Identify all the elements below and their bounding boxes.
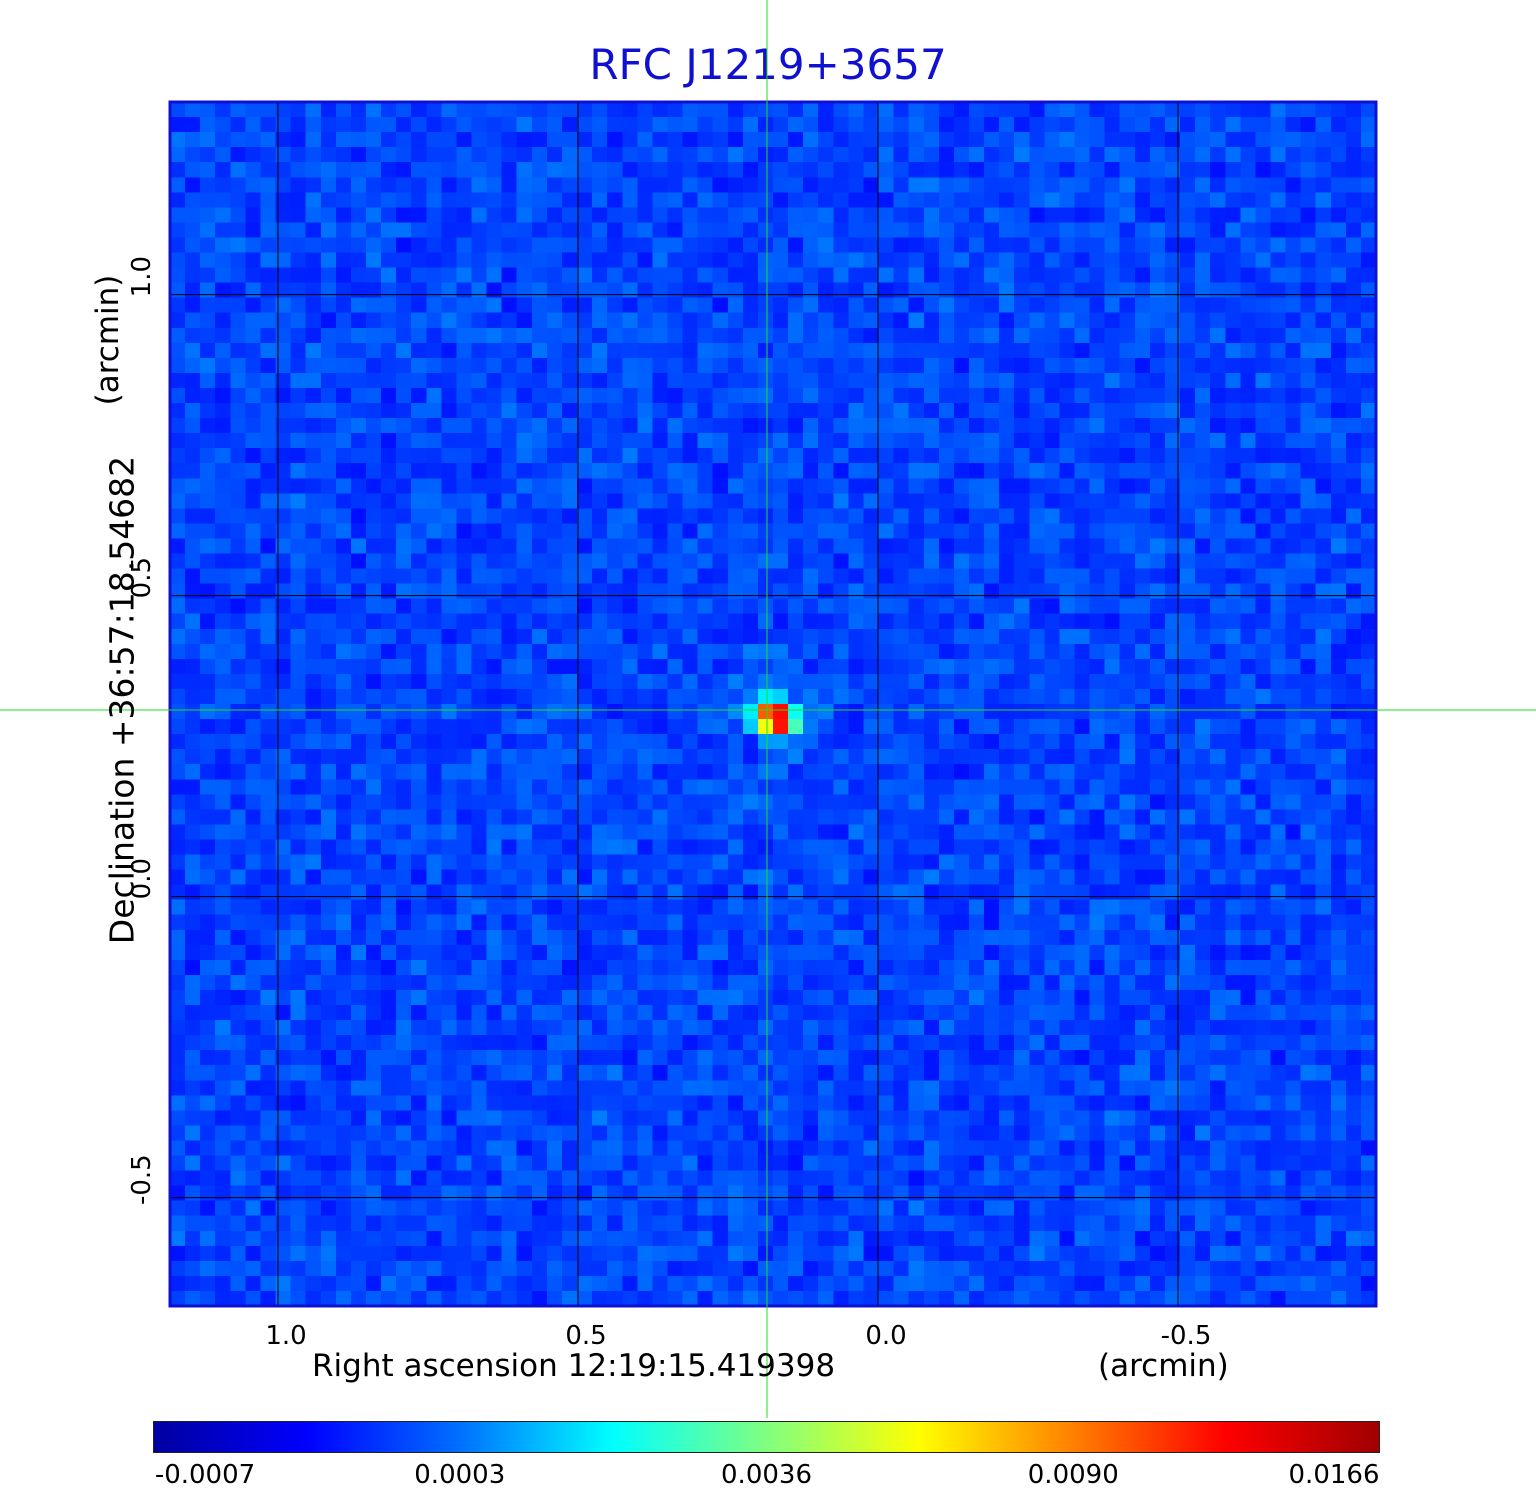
intensity-map <box>170 102 1376 1306</box>
y-axis-label: Declination +36:57:18.54682 <box>102 455 142 945</box>
y-tick-label: 0.5 <box>127 557 157 598</box>
x-tick-label: 0.0 <box>865 1321 906 1351</box>
y-axis-unit: (arcmin) <box>90 274 126 406</box>
colorbar-tick-label: 0.0166 <box>1288 1460 1380 1490</box>
y-tick-label: 0.0 <box>127 858 157 899</box>
colorbar <box>153 1421 1380 1453</box>
colorbar-tick-label: 0.0090 <box>1027 1460 1119 1490</box>
y-tick-label: -0.5 <box>127 1154 157 1205</box>
colorbar-tick-label: 0.0003 <box>414 1460 506 1490</box>
x-axis-unit: (arcmin) <box>1098 1348 1229 1384</box>
x-axis-label: Right ascension 12:19:15.419398 <box>312 1348 836 1384</box>
colorbar-tick-label: 0.0036 <box>721 1460 812 1490</box>
y-tick-label: 1.0 <box>127 256 157 297</box>
x-tick-label: -0.5 <box>1161 1321 1212 1351</box>
chart-title: RFC J1219+3657 <box>589 40 947 89</box>
x-tick-label: 0.5 <box>565 1321 606 1351</box>
x-tick-label: 1.0 <box>265 1321 306 1351</box>
colorbar-tick-label: -0.0007 <box>154 1460 256 1490</box>
plot-frame <box>168 100 1378 1308</box>
